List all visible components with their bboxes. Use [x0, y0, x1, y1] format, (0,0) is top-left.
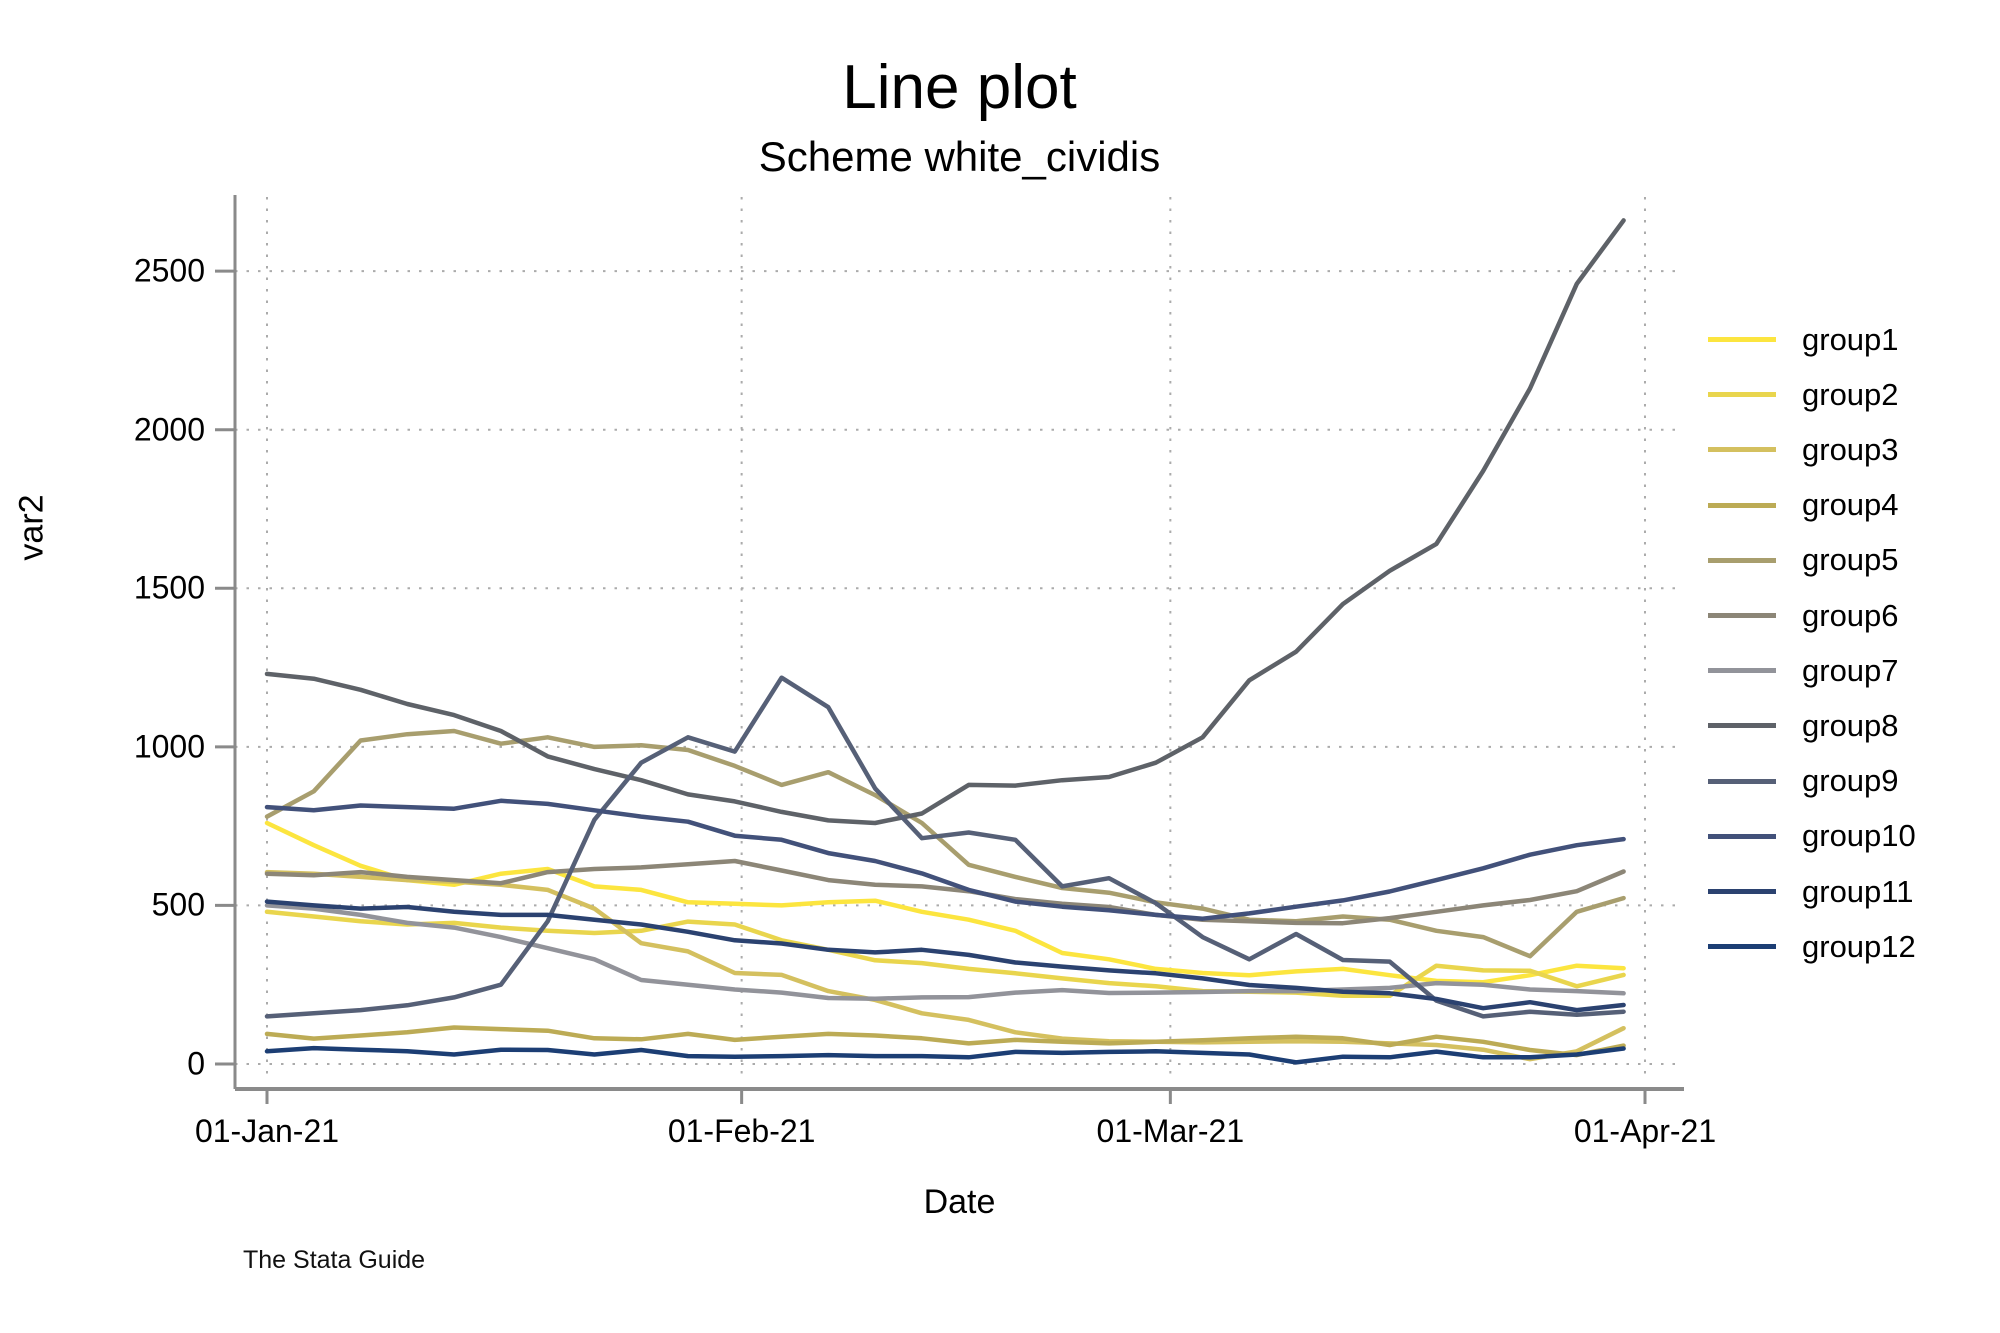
legend-label: group8	[1802, 707, 1899, 743]
chart-subtitle: Scheme white_cividis	[758, 133, 1161, 180]
y-axis-label: var2	[12, 494, 51, 561]
legend-label: group6	[1802, 597, 1899, 633]
source-caption: The Stata Guide	[243, 1246, 426, 1274]
legend-label: group7	[1802, 652, 1899, 688]
legend-swatch	[1708, 668, 1776, 674]
legend-item-group6: group6	[1708, 588, 1899, 643]
legend-swatch	[1708, 944, 1776, 950]
y-tick-label: 1000	[133, 728, 205, 765]
legend-label: group3	[1802, 431, 1899, 467]
y-tick-label: 1500	[133, 569, 205, 606]
legend-item-group7: group7	[1708, 643, 1899, 698]
series-line	[264, 909, 1626, 999]
y-tick-label: 2000	[133, 411, 205, 448]
legend-swatch	[1708, 392, 1776, 398]
legend-item-group4: group4	[1708, 478, 1899, 533]
legend-swatch	[1708, 723, 1776, 729]
series-line	[264, 858, 1626, 926]
series-line	[264, 728, 1626, 959]
series-line	[264, 218, 1626, 826]
y-tick-label: 500	[151, 886, 205, 923]
x-tick-label: 01-Jan-21	[194, 1113, 340, 1149]
legend-item-group9: group9	[1708, 754, 1899, 809]
x-tick-label: 01-Apr-21	[1573, 1113, 1717, 1149]
y-tick-label: 0	[187, 1045, 205, 1082]
legend-label: group11	[1802, 873, 1914, 909]
legend-item-group2: group2	[1708, 367, 1899, 422]
legend-label: group4	[1802, 487, 1899, 523]
legend-item-group3: group3	[1708, 422, 1899, 477]
legend-swatch	[1708, 447, 1776, 453]
legend-label: group5	[1802, 542, 1899, 578]
legend-label: group2	[1802, 376, 1899, 412]
series-line	[264, 675, 1626, 1019]
legend-item-group1: group1	[1708, 312, 1899, 367]
series-line	[264, 899, 1626, 1013]
series-line	[264, 798, 1626, 921]
legend-label: group9	[1802, 763, 1899, 799]
series-line	[264, 820, 1626, 985]
x-tick-label: 01-Mar-21	[1096, 1113, 1245, 1149]
legend-swatch	[1708, 833, 1776, 839]
legend-swatch	[1708, 557, 1776, 563]
y-tick-label: 2500	[133, 252, 205, 289]
legend-item-group10: group10	[1708, 809, 1916, 864]
legend-label: group1	[1802, 321, 1899, 357]
legend-swatch	[1708, 502, 1776, 508]
x-axis-label: Date	[923, 1183, 996, 1221]
legend-label: group10	[1802, 818, 1916, 854]
legend-item-group8: group8	[1708, 698, 1899, 753]
x-tick-label: 01-Feb-21	[667, 1113, 816, 1149]
legend-label: group12	[1802, 928, 1916, 964]
series-line	[264, 903, 1626, 1001]
legend-item-group11: group11	[1708, 864, 1913, 919]
chart-title: Line plot	[842, 53, 1077, 122]
series-line	[264, 1045, 1626, 1065]
legend-swatch	[1708, 889, 1776, 894]
series-line	[264, 1025, 1626, 1058]
legend-item-group12: group12	[1708, 919, 1916, 974]
legend-item-group5: group5	[1708, 533, 1899, 588]
legend-swatch	[1708, 778, 1776, 784]
legend-swatch	[1708, 337, 1776, 342]
legend-swatch	[1708, 613, 1776, 618]
